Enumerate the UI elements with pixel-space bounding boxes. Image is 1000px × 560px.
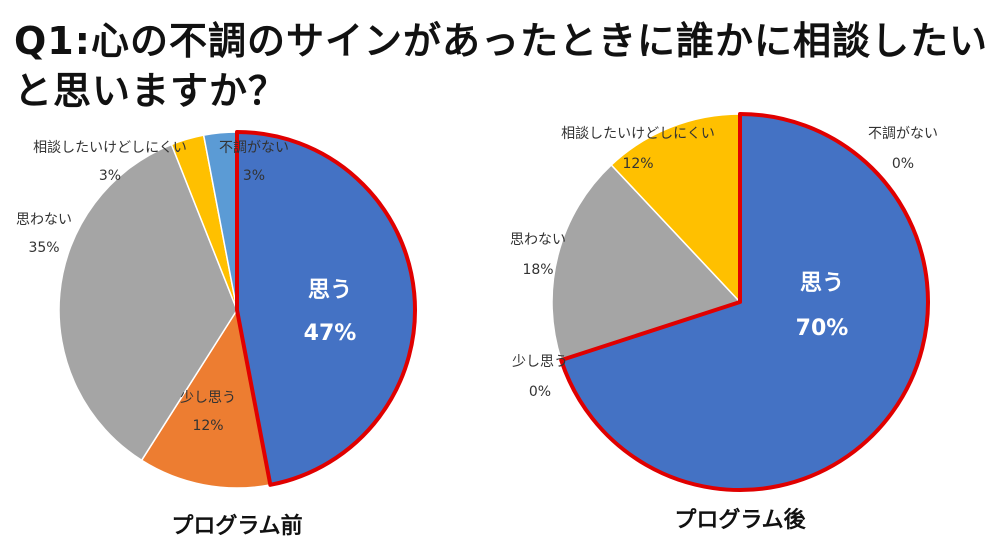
slice-value: 12% <box>622 156 653 172</box>
slice-label: 不調がない <box>219 140 289 156</box>
slice-label: 相談したいけどしにくい <box>33 140 187 156</box>
pie-slice-3 <box>551 163 742 362</box>
pie-chart-1: 思う 47% 少し思う 12% 思わない 35% 相談したいけどしにくい 3% 不調がない 3% プ… <box>16 130 417 539</box>
slice-label: 思わない <box>510 232 566 248</box>
slice-value: 47% <box>304 321 357 346</box>
pie-slice-4 <box>610 113 741 304</box>
slice-label: 少し思う <box>512 354 568 370</box>
slice-label: 思う <box>308 278 352 303</box>
slice-label: 少し思う <box>180 390 236 406</box>
pie-slice-3 <box>58 143 238 462</box>
slice-label: 相談したいけどしにくい <box>561 126 715 142</box>
slice-value: 0% <box>892 156 914 172</box>
slice-label: 不調がない <box>868 126 938 142</box>
slice-label: 思う <box>800 271 844 296</box>
pie-chart-2: 思う 70% 少し思う 0% 思わない 18% 相談したいけどしにくい 12% 不調がない 0% プ… <box>510 112 938 533</box>
pie-slice-2 <box>140 307 272 489</box>
highlight-outline <box>559 112 930 492</box>
slice-label: 思わない <box>16 212 72 228</box>
chart-caption: プログラム前 <box>171 513 302 539</box>
slice-value: 0% <box>529 384 551 400</box>
slice-value: 3% <box>243 168 265 184</box>
slice-value: 12% <box>192 418 223 434</box>
chart-caption: プログラム後 <box>674 507 806 533</box>
slice-value: 18% <box>522 262 553 278</box>
highlight-outline <box>235 130 417 487</box>
slice-value: 35% <box>28 240 59 256</box>
slice-value: 3% <box>99 168 121 184</box>
page-title: Q1:心の不調のサインがあったときに誰かに相談したいと思いますか？ <box>14 19 988 113</box>
pie-slice-1 <box>236 131 416 486</box>
slice-value: 70% <box>796 316 849 341</box>
